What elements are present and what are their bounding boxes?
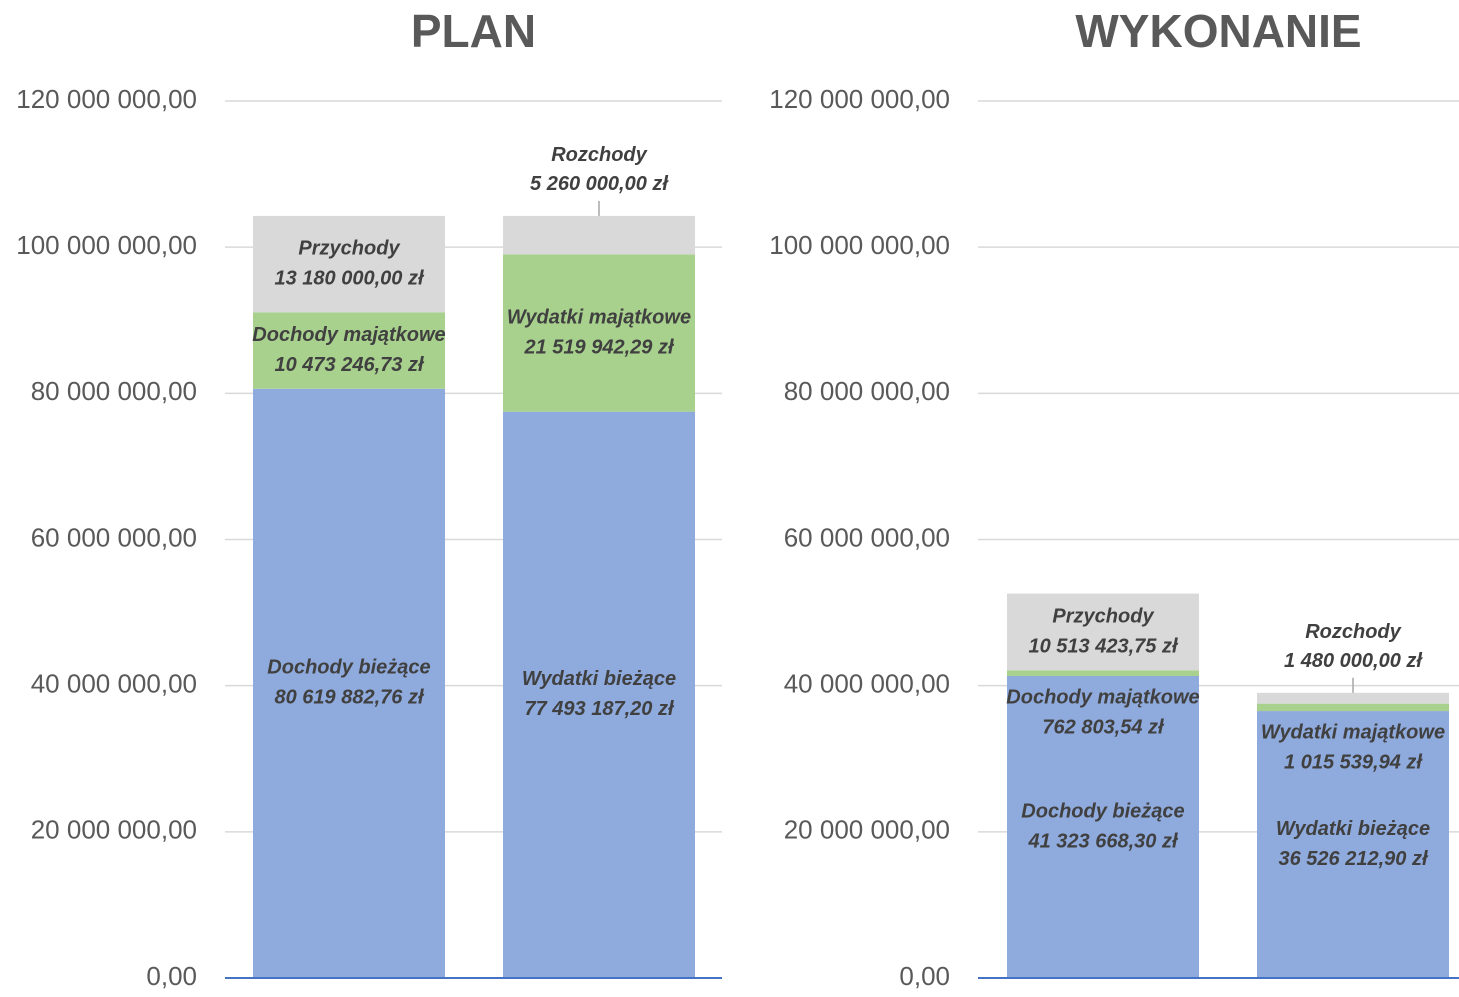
y-tick-label: 100 000 000,00	[769, 230, 950, 260]
bar-segment	[1257, 711, 1449, 978]
y-tick-label: 100 000 000,00	[16, 230, 197, 260]
data-label: 36 526 212,90 zł	[1278, 848, 1428, 870]
bar-segment	[1007, 593, 1199, 671]
bar-segment	[1257, 692, 1449, 704]
bar-segment	[253, 388, 445, 979]
bar-segment	[503, 411, 695, 979]
bar-segment	[253, 215, 445, 313]
bar-segment	[1007, 670, 1199, 676]
data-label: 13 180 000,00 zł	[274, 267, 424, 289]
data-label-name: Przychody	[298, 237, 400, 259]
data-label-name: Dochody majątkowe	[252, 324, 445, 346]
bar-segment	[1257, 703, 1449, 712]
data-label-name: Wydatki bieżące	[1276, 818, 1430, 840]
chart-title: WYKONANIE	[1075, 5, 1361, 57]
bar-segment	[503, 215, 695, 255]
data-label: 762 803,54 zł	[1042, 716, 1165, 738]
y-tick-label: 60 000 000,00	[784, 522, 950, 552]
data-label-name: Przychody	[1052, 605, 1154, 627]
y-tick-label: 120 000 000,00	[16, 84, 197, 114]
data-label: 5 260 000,00 zł	[530, 173, 669, 195]
y-tick-label: 80 000 000,00	[784, 376, 950, 406]
data-label-name: Dochody bieżące	[1021, 800, 1184, 822]
data-label-name: Wydatki bieżące	[522, 668, 676, 690]
data-label-name: Wydatki majątkowe	[507, 306, 691, 328]
y-tick-label: 80 000 000,00	[31, 376, 197, 406]
y-tick-label: 0,00	[146, 961, 197, 991]
data-label-name: Rozchody	[1305, 621, 1401, 643]
data-label: 21 519 942,29 zł	[523, 336, 674, 358]
y-tick-label: 120 000 000,00	[769, 84, 950, 114]
y-tick-label: 20 000 000,00	[784, 815, 950, 845]
data-label: 1 480 000,00 zł	[1284, 650, 1423, 672]
data-label-name: Dochody bieżące	[267, 657, 430, 679]
y-tick-label: 60 000 000,00	[31, 522, 197, 552]
data-label: 77 493 187,20 zł	[524, 698, 674, 720]
y-tick-label: 20 000 000,00	[31, 815, 197, 845]
data-label: 10 473 246,73 zł	[274, 354, 424, 376]
y-tick-label: 40 000 000,00	[31, 669, 197, 699]
chart-title: PLAN	[411, 5, 536, 57]
data-label: 80 619 882,76 zł	[274, 687, 424, 709]
data-label-name: Rozchody	[551, 144, 647, 166]
y-tick-label: 0,00	[899, 961, 950, 991]
data-label: 10 513 423,75 zł	[1028, 635, 1178, 657]
data-label: 41 323 668,30 zł	[1027, 830, 1178, 852]
bar-segment	[253, 312, 445, 389]
data-label-name: Wydatki majątkowe	[1261, 721, 1445, 743]
data-label: 1 015 539,94 zł	[1284, 751, 1423, 773]
bar-segment	[503, 254, 695, 412]
data-label-name: Dochody majątkowe	[1006, 686, 1199, 708]
bar-segment	[1007, 675, 1199, 978]
y-tick-label: 40 000 000,00	[784, 669, 950, 699]
